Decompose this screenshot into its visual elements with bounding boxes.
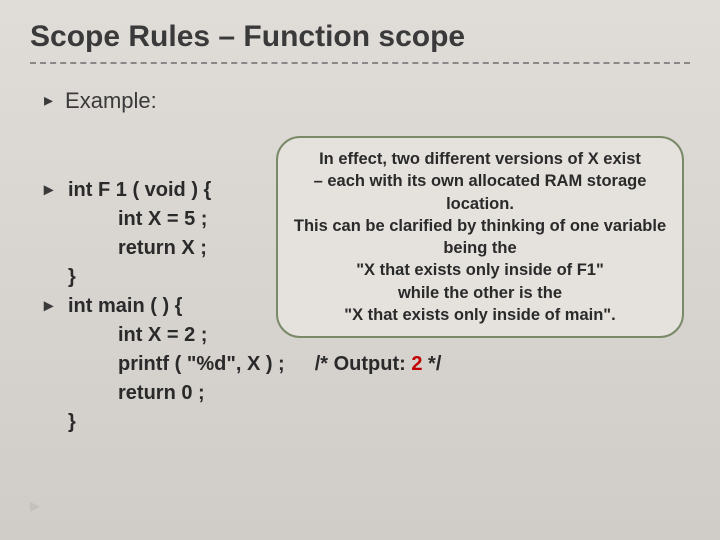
title-divider [30,62,690,64]
bullet-marker-icon: ▸ [44,176,58,202]
bullet-marker-icon: ▸ [44,88,53,113]
code-text: printf ( "%d", X ) ; [118,350,285,379]
code-f1-signature: ▸ int F 1 ( void ) { [44,176,441,205]
code-text: return X ; [118,234,207,263]
code-text: return 0 ; [118,379,205,408]
code-f1-return: return X ; [118,234,441,263]
comment-output-value: 2 [411,353,422,375]
code-main-return: return 0 ; [118,379,441,408]
example-bullet: ▸ Example: [44,88,690,114]
code-text: int main ( ) { [68,292,182,321]
callout-line-1: In effect, two different versions of X e… [292,148,668,170]
slide-container: Scope Rules – Function scope ▸ Example: … [0,0,720,540]
slide-title: Scope Rules – Function scope [30,20,690,54]
code-text: } [68,263,76,292]
comment-prefix: /* Output: [315,353,412,375]
code-text: int X = 2 ; [118,321,207,350]
code-output-comment: /* Output: 2 */ [315,350,442,379]
code-f1-decl: int X = 5 ; [118,205,441,234]
footer-bullet-icon: ▸ [30,493,40,518]
code-main-printf: printf ( "%d", X ) ; /* Output: 2 */ [118,350,441,379]
code-main-close: } [44,408,441,437]
code-main-decl: int X = 2 ; [118,321,441,350]
bullet-marker-icon: ▸ [44,292,58,318]
code-text: int X = 5 ; [118,205,207,234]
code-text: int F 1 ( void ) { [68,176,211,205]
code-block: ▸ int F 1 ( void ) { int X = 5 ; return … [28,176,441,437]
example-label: Example: [65,88,157,114]
code-f1-close: } [44,263,441,292]
comment-suffix: */ [422,353,441,375]
code-main-signature: ▸ int main ( ) { [44,292,441,321]
code-text: } [68,408,76,437]
